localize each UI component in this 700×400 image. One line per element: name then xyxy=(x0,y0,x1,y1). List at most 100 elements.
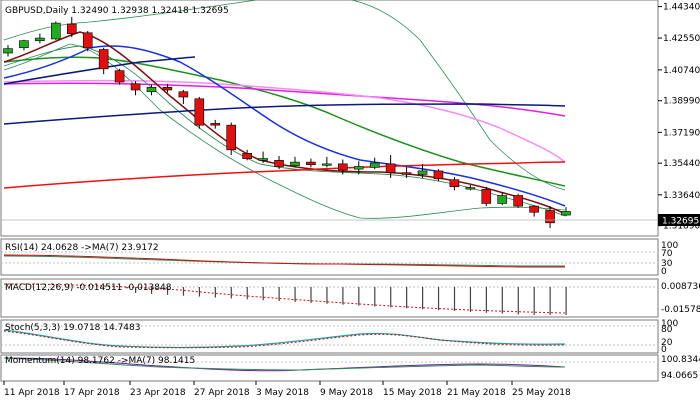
macd-label: MACD(12,26,9) -0.014511 -0.013848 xyxy=(5,283,172,293)
candle-body xyxy=(51,22,61,40)
candle-body xyxy=(385,163,396,173)
indicator-lines xyxy=(3,0,566,219)
macd-bar xyxy=(374,287,376,307)
y-tick-label: 1.42550 xyxy=(663,34,700,44)
candle xyxy=(481,186,492,207)
candle xyxy=(401,167,412,178)
macd-bar xyxy=(469,287,472,312)
last-price-box xyxy=(658,214,700,226)
candle-body xyxy=(178,91,189,98)
momentum-panel xyxy=(0,354,659,382)
macd-panel xyxy=(0,278,659,318)
candle-body xyxy=(529,205,539,213)
candle-body xyxy=(417,170,428,175)
candle-body xyxy=(146,87,157,93)
candle xyxy=(130,81,141,96)
candle-body xyxy=(162,87,173,91)
candle xyxy=(226,122,236,156)
candle-body xyxy=(306,161,316,166)
momentum-tick-top: 100.8344 xyxy=(661,355,700,365)
macd-bar xyxy=(565,287,567,315)
candle xyxy=(529,205,539,217)
y-tick-label: 1.44340 xyxy=(663,3,700,13)
candle xyxy=(385,155,396,178)
candle xyxy=(417,163,428,178)
macd-histogram xyxy=(135,287,567,315)
rsi-tick-30: 30 xyxy=(661,259,673,269)
macd-bar xyxy=(437,287,440,311)
candle-body xyxy=(322,163,332,166)
x-tick-label: 15 May 2018 xyxy=(383,388,442,398)
macd-bar xyxy=(342,287,344,305)
candle-body xyxy=(433,170,444,180)
candle xyxy=(353,161,364,175)
candle-body xyxy=(258,158,268,161)
candle-body xyxy=(98,49,109,70)
rsi-content: RSI(14) 24.0628 ->MA(7) 23.9172 100 70 3… xyxy=(1,241,678,277)
macd-bar xyxy=(390,287,392,308)
candle xyxy=(178,89,189,105)
candle-body xyxy=(274,160,284,167)
macd-bar xyxy=(533,287,535,315)
candle xyxy=(146,84,157,96)
candle-body xyxy=(194,98,205,126)
rsi-tick-100: 100 xyxy=(661,241,678,251)
candle-body xyxy=(513,195,523,207)
y-tick-label: 1.33640 xyxy=(663,191,700,201)
candle-body xyxy=(449,179,460,188)
navy-ma-line xyxy=(3,103,566,125)
candle xyxy=(545,206,555,229)
lower-band-line xyxy=(3,43,566,219)
stoch-tick-0: 0 xyxy=(661,345,667,355)
pink-ma-line xyxy=(3,79,566,163)
candle-body xyxy=(66,23,77,34)
candle xyxy=(98,47,109,75)
candle xyxy=(3,45,13,57)
x-tick-label: 25 May 2018 xyxy=(512,388,571,398)
macd-bar xyxy=(166,287,169,295)
candle xyxy=(513,193,523,208)
stoch-tick-80: 80 xyxy=(661,325,673,335)
macd-tick-top: 0.008736 xyxy=(661,282,700,292)
candle xyxy=(19,39,29,51)
macd-signal-line xyxy=(3,283,566,314)
candle xyxy=(561,207,571,217)
candle-body xyxy=(210,123,221,126)
macd-bar xyxy=(485,287,487,313)
x-tick-label: 9 May 2018 xyxy=(320,388,373,398)
y-tick-label: 1.40740 xyxy=(663,66,700,76)
stoch-label: Stoch(5,3,3) 19.0718 14.7483 xyxy=(5,323,140,333)
candle xyxy=(66,16,77,38)
macd-bar xyxy=(150,287,153,294)
candle-body xyxy=(481,189,492,204)
macd-bar xyxy=(453,287,456,311)
stoch-tick-20: 20 xyxy=(661,338,673,348)
y-tick-label: 1.38990 xyxy=(663,97,700,107)
candle-body xyxy=(3,48,13,54)
candle xyxy=(290,156,300,168)
macd-bar xyxy=(246,287,248,300)
candle-body xyxy=(226,124,236,151)
momentum-tick-bottom: 94.0665 xyxy=(661,371,698,381)
candle xyxy=(337,159,348,175)
candle-body xyxy=(290,161,300,166)
x-tick-label: 21 May 2018 xyxy=(447,388,506,398)
candle-body xyxy=(497,195,508,204)
macd-bar xyxy=(326,287,328,304)
candle xyxy=(51,21,61,40)
stoch-tick-100: 100 xyxy=(661,319,678,329)
y-tick-label: 1.31890 xyxy=(663,222,700,232)
macd-bar xyxy=(294,287,296,302)
rsi-tick-0: 0 xyxy=(661,267,667,277)
candle xyxy=(210,119,221,129)
candle-body xyxy=(401,172,412,175)
x-tick-label: 11 Apr 2018 xyxy=(4,388,60,398)
candle-body xyxy=(82,32,93,49)
main-panel xyxy=(0,0,659,237)
candle xyxy=(114,68,125,85)
candle xyxy=(258,151,268,163)
candle-body xyxy=(130,83,141,91)
candle xyxy=(369,157,380,170)
stoch-d-line xyxy=(3,330,566,349)
